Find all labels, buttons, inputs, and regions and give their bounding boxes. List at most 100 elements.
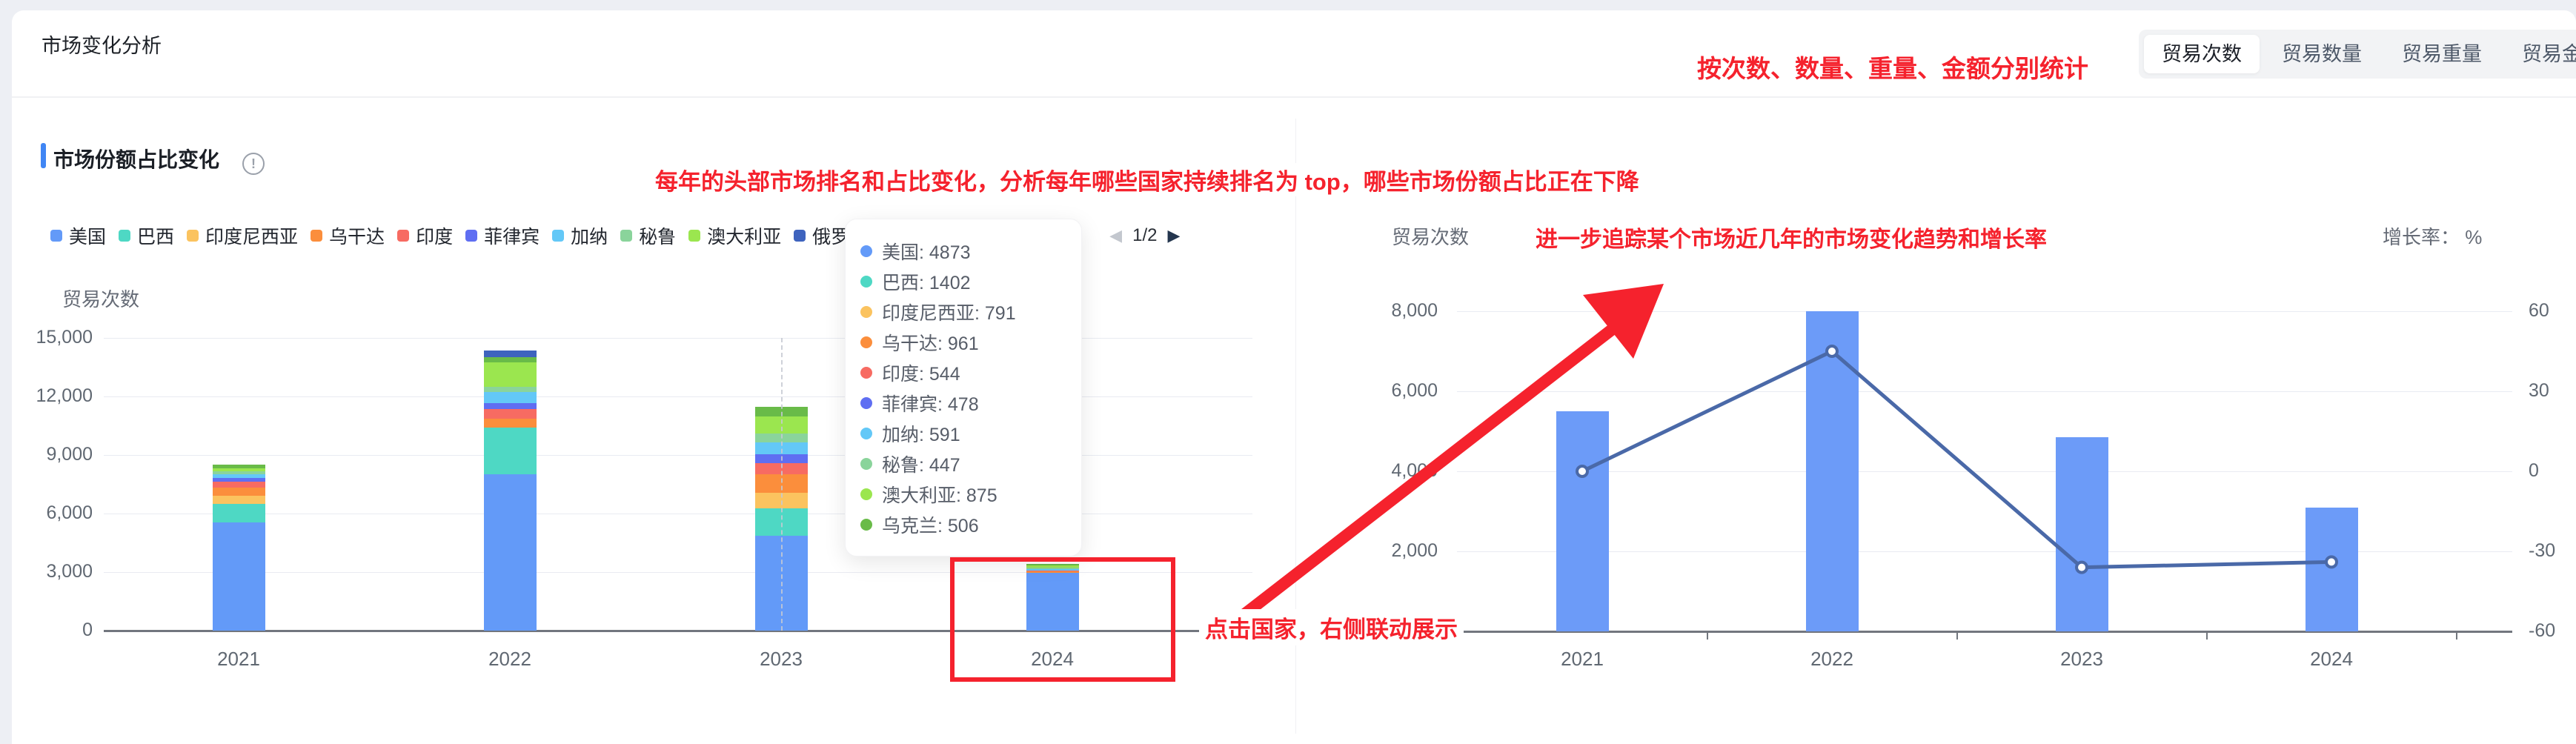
gridline <box>1457 391 2512 392</box>
axis-tick <box>1707 632 1708 640</box>
legend-prev-icon[interactable]: ◀ <box>1109 226 1123 245</box>
legend-item-4[interactable]: 印度 <box>397 222 453 249</box>
bar-segment-印度-2024[interactable] <box>1026 570 1079 572</box>
bar-segment-加纳-2022[interactable] <box>483 392 537 404</box>
x-tick-label-2022: 2022 <box>488 648 531 670</box>
bar-segment-印度尼西亚-2021[interactable] <box>212 495 265 504</box>
gridline <box>1457 311 2512 312</box>
legend-item-2[interactable]: 印度尼西亚 <box>187 222 298 249</box>
trend-bar-2024[interactable] <box>2305 507 2358 631</box>
legend-swatch <box>688 230 701 242</box>
bar-segment-菲律宾-2022[interactable] <box>483 403 537 410</box>
info-icon[interactable]: ! <box>242 153 265 175</box>
tooltip-text: 秘鲁: 447 <box>882 454 960 476</box>
metric-tab-0[interactable]: 贸易次数 <box>2144 35 2260 73</box>
bar-segment-澳大利亚-2024[interactable] <box>1026 565 1079 568</box>
metric-tab-1[interactable]: 贸易数量 <box>2264 35 2380 73</box>
legend-swatch <box>50 230 62 242</box>
x-tick-label-2023: 2023 <box>760 648 803 670</box>
bar-segment-加纳-2021[interactable] <box>212 474 265 478</box>
y-right-tick-label: 60 <box>2529 300 2549 321</box>
bar-segment-美国-2021[interactable] <box>212 522 265 631</box>
metric-tab-3[interactable]: 贸易金额 <box>2504 35 2576 73</box>
y-left-tick-label: 6,000 <box>1391 380 1438 401</box>
x-axis-line <box>104 630 1252 632</box>
bar-segment-巴西-2021[interactable] <box>212 503 265 522</box>
y-left-tick-label: 8,000 <box>1391 300 1438 321</box>
y-tick-label: 6,000 <box>46 502 93 523</box>
y-left-tick-label: 2,000 <box>1391 540 1438 561</box>
tooltip-text: 乌克兰: 506 <box>882 515 979 537</box>
bar-segment-菲律宾-2021[interactable] <box>212 477 265 482</box>
annotation-dimensions: 按次数、数量、重量、金额分别统计 <box>1697 49 2088 84</box>
bar-segment-秘鲁-2022[interactable] <box>483 387 537 393</box>
metric-tab-2[interactable]: 贸易重量 <box>2384 35 2500 73</box>
bar-segment-俄罗斯-2022[interactable] <box>483 351 537 358</box>
legend-item-6[interactable]: 加纳 <box>552 222 608 249</box>
legend-label: 加纳 <box>571 227 608 248</box>
bar-segment-印度-2022[interactable] <box>483 409 537 419</box>
bar-segment-乌克兰-2024[interactable] <box>1026 563 1079 565</box>
bar-segment-印度-2021[interactable] <box>212 482 265 488</box>
legend-label: 乌干达 <box>329 227 385 248</box>
tooltip-dot <box>860 396 872 409</box>
tooltip-dot <box>860 305 872 318</box>
tooltip-text: 菲律宾: 478 <box>882 393 979 415</box>
legend-label: 美国 <box>69 227 107 248</box>
hover-indicator-line <box>781 338 783 631</box>
legend-page-indicator: 1/2 <box>1132 225 1158 245</box>
tooltip-row-9: 乌克兰: 506 <box>860 509 1066 539</box>
chart-tooltip: 美国: 4873 巴西: 1402 印度尼西亚: 791 乌干达: 961 印度: 54… <box>845 219 1082 557</box>
bar-segment-澳大利亚-2022[interactable] <box>483 362 537 388</box>
bar-segment-乌干达-2022[interactable] <box>483 419 537 428</box>
legend-item-7[interactable]: 秘鲁 <box>620 222 676 249</box>
tooltip-dot <box>860 457 872 470</box>
legend-swatch <box>552 230 565 242</box>
trend-bar-2023[interactable] <box>2055 437 2108 631</box>
y-right-tick-label: -60 <box>2529 620 2556 641</box>
legend-item-8[interactable]: 澳大利亚 <box>688 222 781 249</box>
y-right-tick-label: -30 <box>2529 540 2556 561</box>
y-tick-label: 9,000 <box>46 444 93 465</box>
tooltip-dot <box>860 336 872 348</box>
gridline <box>1457 471 2512 472</box>
bar-segment-乌干达-2024[interactable] <box>1026 571 1079 574</box>
tooltip-dot <box>860 518 872 531</box>
gridline <box>1457 551 2512 552</box>
legend-item-5[interactable]: 菲律宾 <box>465 222 540 249</box>
axis-tick <box>2206 632 2208 640</box>
bar-segment-美国-2024[interactable] <box>1026 573 1079 631</box>
bar-segment-秘鲁-2021[interactable] <box>212 471 265 475</box>
gridline <box>104 396 1252 397</box>
tooltip-row-6: 加纳: 591 <box>860 418 1066 448</box>
x-tick-label-2021: 2021 <box>1561 648 1604 670</box>
tooltip-text: 加纳: 591 <box>882 424 960 445</box>
tooltip-dot <box>860 427 872 439</box>
legend-item-0[interactable]: 美国 <box>50 222 106 249</box>
bar-segment-乌克兰-2022[interactable] <box>483 357 537 363</box>
bar-segment-乌干达-2021[interactable] <box>212 487 265 496</box>
header-divider <box>12 96 2576 98</box>
legend-item-1[interactable]: 巴西 <box>119 222 174 249</box>
bar-segment-巴西-2022[interactable] <box>483 428 537 475</box>
y-tick-label: 12,000 <box>36 385 93 406</box>
x-tick-label-2022: 2022 <box>1810 648 1853 670</box>
legend-next-icon[interactable]: ▶ <box>1167 226 1181 245</box>
legend-label: 巴西 <box>137 227 175 248</box>
legend-swatch <box>119 230 131 242</box>
legend-swatch <box>397 230 410 242</box>
gridline <box>104 338 1252 339</box>
bar-segment-秘鲁-2024[interactable] <box>1026 567 1079 569</box>
bar-segment-加纳-2024[interactable] <box>1026 568 1079 571</box>
metric-tabs: 贸易次数贸易数量贸易重量贸易金额 <box>2139 30 2576 79</box>
tooltip-dot <box>860 245 872 257</box>
legend-item-3[interactable]: 乌干达 <box>311 222 385 249</box>
legend-swatch <box>187 230 199 242</box>
trend-bar-2021[interactable] <box>1556 411 1609 631</box>
bar-segment-美国-2022[interactable] <box>483 474 537 631</box>
tooltip-row-5: 菲律宾: 478 <box>860 388 1066 418</box>
bar-segment-乌克兰-2021[interactable] <box>212 464 265 468</box>
bar-segment-澳大利亚-2021[interactable] <box>212 468 265 472</box>
